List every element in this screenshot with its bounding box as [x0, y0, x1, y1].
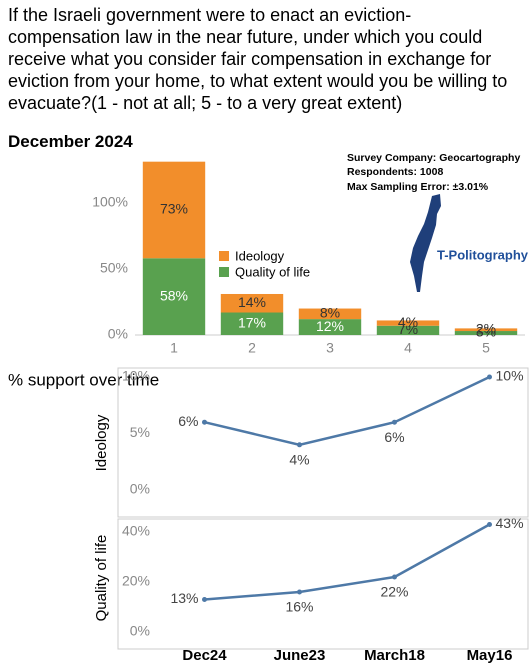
y-tick-label: 0% [130, 481, 150, 497]
legend-label: Ideology [235, 248, 285, 263]
point [297, 589, 302, 595]
point [297, 442, 302, 448]
value-label: 58% [160, 287, 188, 303]
x-tick-label: March18 [364, 647, 425, 664]
value-label: 4% [398, 314, 418, 330]
line [204, 375, 491, 447]
logo-map [410, 194, 441, 292]
bar-segment [454, 331, 518, 335]
point [202, 597, 207, 602]
value-label: 14% [238, 294, 266, 310]
value-label: 73% [160, 201, 188, 217]
value-label: 22% [380, 584, 408, 600]
subtitle: December 2024 [8, 132, 133, 151]
point [392, 419, 397, 425]
survey-info: Max Sampling Error: ±3.01% [347, 181, 489, 193]
survey-info: Survey Company: Geocartography [347, 152, 520, 164]
value-label: 10% [496, 368, 524, 384]
survey-info: Respondents: 1008 [347, 166, 443, 178]
x-tick-label: 2 [248, 340, 256, 356]
y-tick-label: 50% [100, 260, 128, 276]
y-axis-label: Ideology [93, 414, 110, 471]
panel [117, 518, 529, 650]
point [392, 574, 397, 580]
y-tick-label: 10% [122, 368, 150, 384]
y-axis-label: Quality of life [93, 535, 110, 622]
y-tick-label: 20% [122, 573, 150, 589]
value-label: 17% [238, 314, 266, 330]
bar-segment [298, 319, 362, 335]
x-tick-label: Dec24 [182, 647, 227, 664]
value-label: 8% [320, 305, 340, 321]
bar-segment [220, 312, 284, 335]
x-tick-label: 1 [170, 340, 178, 356]
line [204, 523, 491, 601]
point [487, 522, 492, 527]
x-tick-label: June23 [274, 647, 326, 664]
value-label: 4% [289, 452, 309, 468]
value-label: 12% [316, 318, 344, 334]
bar-segment [298, 308, 362, 320]
legend-swatch [219, 251, 229, 261]
y-tick-label: 5% [130, 424, 150, 440]
x-tick-label: 3 [326, 340, 334, 356]
legend-swatch [219, 267, 229, 277]
section-title: % support over time [8, 370, 159, 389]
title: If the Israeli government were to enact … [8, 5, 508, 113]
point [202, 419, 207, 425]
bar-segment [376, 325, 440, 335]
value-label: 6% [178, 413, 198, 429]
logo-text: T-Politography [437, 247, 529, 262]
x-tick-label: 5 [482, 340, 490, 356]
value-label: 2% [476, 320, 496, 336]
panel [117, 367, 529, 518]
bar-segment [220, 293, 284, 313]
y-tick-label: 0% [108, 326, 128, 342]
bar-segment [142, 258, 206, 335]
value-label: 16% [285, 599, 313, 615]
y-tick-label: 100% [92, 193, 128, 209]
x-tick-label: 4 [404, 340, 412, 356]
y-tick-label: 0% [130, 623, 150, 639]
value-label: 6% [384, 429, 404, 445]
x-tick-label: May16 [467, 647, 513, 664]
value-label: 13% [170, 590, 198, 606]
value-label: 43% [496, 515, 524, 531]
bar-segment [376, 320, 440, 326]
value-label: 3% [476, 324, 496, 340]
bar-segment [142, 161, 206, 259]
bar-segment [454, 328, 518, 332]
y-tick-label: 40% [122, 523, 150, 539]
legend-label: Quality of life [235, 264, 310, 279]
point [487, 374, 492, 380]
